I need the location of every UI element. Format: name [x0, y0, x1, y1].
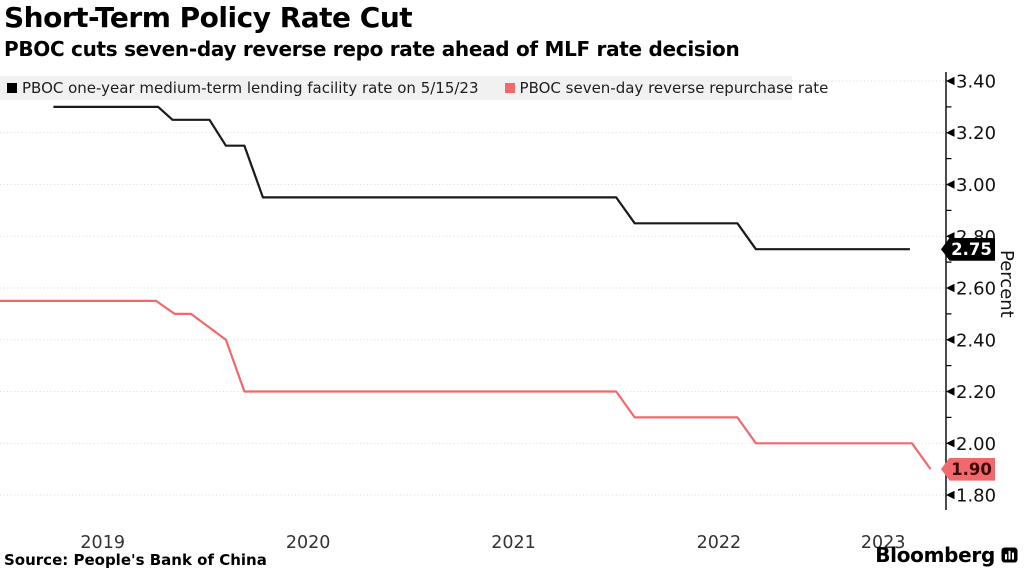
y-major-tick: [946, 76, 955, 86]
x-tick-label: 2021: [491, 533, 536, 553]
series-line-repo: [0, 299, 932, 470]
y-major-tick: [946, 387, 955, 396]
bloomberg-wordmark: Bloomberg: [875, 543, 995, 567]
repo-series-swatch-icon: [504, 83, 515, 93]
y-major-tick: [946, 490, 955, 500]
y-major-tick: [946, 439, 955, 448]
y-major-tick: [946, 335, 955, 344]
mlf-series-swatch-icon: [7, 83, 17, 93]
y-tick-label: 1.80: [956, 486, 996, 507]
x-tick-label: 2023: [861, 533, 906, 553]
y-tick-label: 2.00: [956, 434, 996, 455]
x-tick-label: 2019: [80, 533, 125, 553]
repo-rate-tag: 1.90: [941, 457, 995, 481]
y-tick-label: 2.40: [956, 330, 996, 351]
y-tick-label: 2.60: [956, 279, 996, 300]
mlf-rate-tag: 2.75: [941, 237, 995, 261]
legend-label-mlf: PBOC one-year medium-term lending facili…: [22, 79, 479, 97]
legend-item-mlf: PBOC one-year medium-term lending facili…: [7, 79, 479, 97]
legend-item-repo: PBOC seven-day reverse repurchase rate: [504, 79, 829, 97]
page-subtitle: PBOC cuts seven-day reverse repo rate ah…: [4, 37, 740, 61]
source-note: Source: People's Bank of China: [4, 551, 267, 569]
x-tick-label: 2020: [286, 533, 331, 553]
legend-label-repo: PBOC seven-day reverse repurchase rate: [519, 79, 829, 97]
page-title: Short-Term Policy Rate Cut: [4, 1, 413, 34]
y-major-tick: [946, 128, 955, 137]
y-axis-title: Percent: [996, 250, 1017, 318]
series-line-mlf: [53, 105, 910, 251]
y-tick-label: 2.20: [956, 382, 996, 403]
bloomberg-brand: Bloomberg: [875, 543, 1018, 567]
chart-legend: PBOC one-year medium-term lending facili…: [0, 76, 828, 100]
y-major-tick: [946, 180, 955, 189]
y-tick-label: 3.40: [956, 72, 996, 93]
bloomberg-terminal-icon: [1001, 547, 1018, 562]
y-tick-label: 3.20: [956, 123, 996, 144]
y-major-tick: [946, 283, 955, 293]
y-tick-label: 3.00: [956, 175, 996, 196]
x-tick-label: 2022: [697, 533, 742, 553]
